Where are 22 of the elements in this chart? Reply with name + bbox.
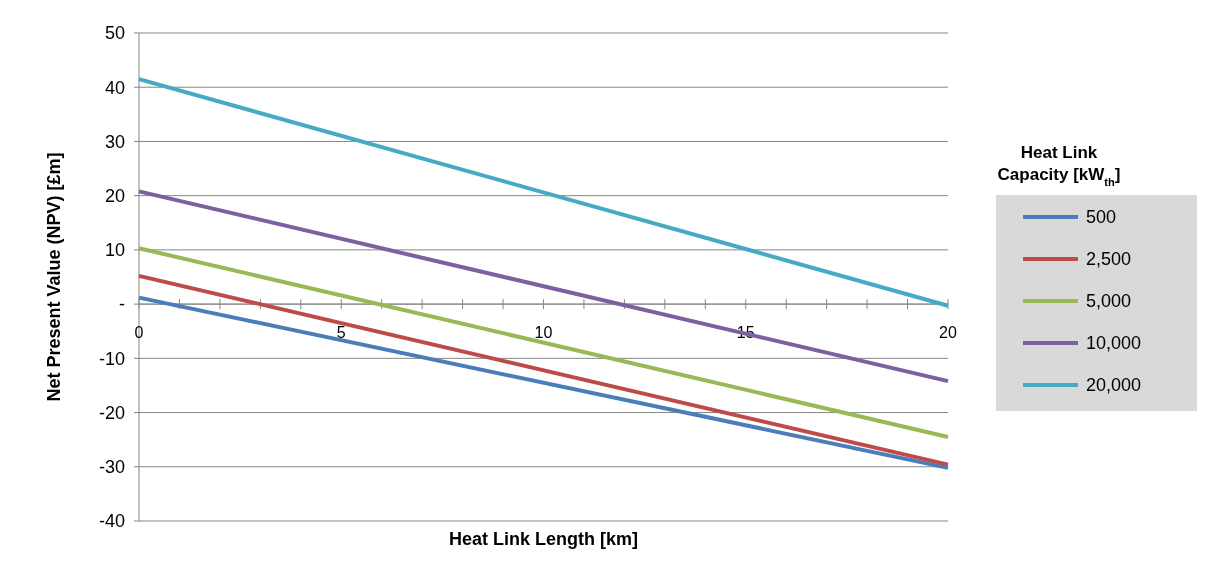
x-tick-label: 20 [939,323,957,341]
legend-label: 500 [1086,207,1117,228]
y-tick-label: 30 [104,131,125,152]
y-tick-label: 40 [104,77,125,98]
y-tick-label: -20 [98,402,125,423]
y-tick-label: -10 [98,348,125,369]
y-tick-label: - [119,294,125,315]
x-tick-label: 10 [534,323,553,341]
legend-label: 10,000 [1086,333,1142,354]
x-axis-title: Heat Link Length [km] [448,529,639,549]
x-tick-label: 5 [336,323,346,341]
y-tick-label: 20 [104,185,125,206]
y-axis-title: Net Present Value (NPV) [£m] [44,152,64,402]
legend-label: 5,000 [1086,291,1132,312]
x-tick-label: 0 [134,323,144,341]
legend-title: Heat Link Capacity [kW$_{th}$] [997,143,1121,189]
y-tick-label: -30 [98,457,125,478]
y-tick-label: 10 [104,240,125,261]
legend-label: 2,500 [1086,249,1132,270]
y-tick-label: -40 [98,511,125,532]
legend-label: 20,000 [1086,375,1142,396]
y-tick-label: 50 [104,23,125,44]
